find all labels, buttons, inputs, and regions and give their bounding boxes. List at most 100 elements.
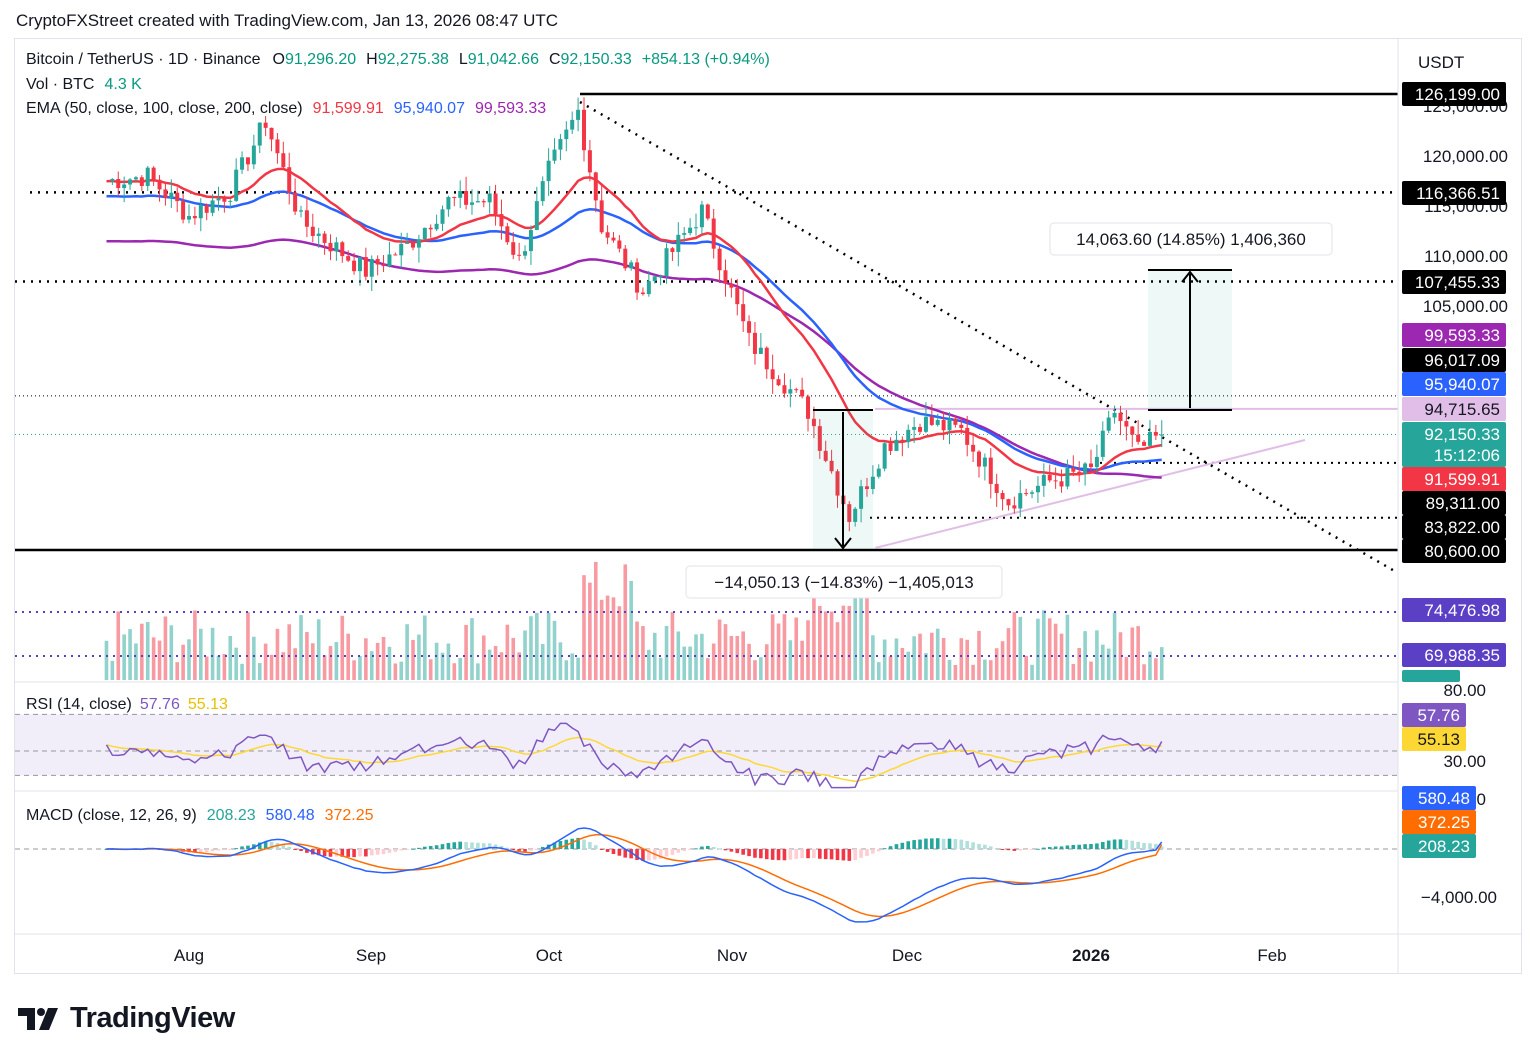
candle-body xyxy=(593,172,598,201)
volume-bar xyxy=(1136,626,1140,680)
candle-body xyxy=(664,248,669,277)
macd-hist-bar xyxy=(617,849,622,856)
macd-hist-bar xyxy=(564,839,569,849)
candle-body xyxy=(847,504,852,522)
candle-body xyxy=(528,230,533,252)
macd-hist-bar xyxy=(552,842,557,849)
macd-hist-bar xyxy=(994,847,999,849)
candle-body xyxy=(399,243,404,256)
candle-body xyxy=(1035,485,1040,493)
rsi-tag-bg xyxy=(1402,703,1466,727)
candle-body xyxy=(882,443,887,469)
measure-up-arrowhead xyxy=(1181,270,1199,283)
volume-bar xyxy=(1089,661,1093,680)
legend-symbol: Bitcoin / TetherUS · 1D · Binance xyxy=(26,51,261,68)
volume-bar xyxy=(759,657,763,680)
candle-body xyxy=(393,254,398,256)
candle-body xyxy=(198,205,203,219)
candle-body xyxy=(741,304,746,322)
volume-bar xyxy=(829,611,834,680)
volume-bar xyxy=(735,636,740,680)
macd-hist-bar xyxy=(735,849,740,854)
candle-body xyxy=(1142,441,1147,446)
candle-body xyxy=(352,260,357,272)
candle-body xyxy=(1065,467,1070,487)
volume-bar xyxy=(588,582,592,680)
macd-hist-bar xyxy=(405,849,409,850)
candle-body xyxy=(375,258,380,265)
price-tick: 105,000.00 xyxy=(1423,297,1508,316)
price-tag: 74,476.98 xyxy=(1424,601,1500,620)
volume-bar xyxy=(770,614,775,680)
volume-bar xyxy=(682,646,687,680)
candle-body xyxy=(876,468,881,477)
macd-tag: 208.23 xyxy=(1418,837,1470,856)
tradingview-logo-icon xyxy=(18,1007,58,1030)
macd-hist-bar xyxy=(411,848,415,850)
candle-body xyxy=(982,457,987,467)
candle-body xyxy=(676,234,681,252)
candle-body xyxy=(711,218,716,249)
volume-bar xyxy=(705,658,710,680)
tradingview-logo[interactable]: TradingView xyxy=(18,1002,235,1035)
volume-bar xyxy=(1106,648,1111,680)
volume-bar xyxy=(806,620,810,680)
rsi-axis-tick: 80.00 xyxy=(1443,681,1486,700)
macd-hist-bar xyxy=(287,846,292,849)
macd-hist-bar xyxy=(900,842,905,849)
volume-bar xyxy=(1024,655,1028,680)
price-tag-bg xyxy=(1402,397,1506,421)
candle-body xyxy=(1059,481,1064,487)
rsi-pane xyxy=(15,681,1398,792)
volume-bar xyxy=(269,654,274,680)
volume-bar xyxy=(729,635,734,680)
macd-hist-bar xyxy=(918,839,922,849)
candle-body xyxy=(422,227,427,240)
volume-bar xyxy=(163,616,168,680)
macd-hist-bar xyxy=(193,849,197,853)
macd-pane xyxy=(15,827,1398,935)
legend-ema100: 95,940.07 xyxy=(393,100,465,117)
candle-body xyxy=(800,389,805,397)
macd-hist-bar xyxy=(894,844,899,849)
macd-signal-line xyxy=(106,834,1163,918)
macd-hist-bar xyxy=(717,848,722,850)
macd-hist-bar xyxy=(387,849,392,853)
price-tag-bg xyxy=(1402,270,1506,294)
macd-hist-bar xyxy=(228,849,233,850)
candle-body xyxy=(776,379,781,386)
rsi-tag-bg xyxy=(1402,727,1466,751)
candle-body xyxy=(281,153,286,168)
volume-bar xyxy=(246,612,250,680)
volume-bar xyxy=(664,626,669,680)
level-lines xyxy=(15,92,1399,657)
price-tag-bg xyxy=(1402,348,1506,372)
volume-bar xyxy=(564,660,569,680)
macd-hist-bar xyxy=(641,849,645,861)
macd-hist-bar xyxy=(281,844,286,849)
price-tag: 83,822.00 xyxy=(1424,518,1500,537)
volume-bar xyxy=(782,614,787,680)
candle-body xyxy=(988,457,993,484)
volume-bar xyxy=(464,624,468,680)
volume-bar xyxy=(346,633,350,680)
volume-bar xyxy=(876,662,881,680)
measure-down-label: −14,050.13 (−14.83%) −1,405,013 xyxy=(685,565,1003,599)
macd-hist-bar xyxy=(882,848,887,850)
ema200-line xyxy=(106,238,1162,479)
candle-body xyxy=(1153,431,1158,436)
volume-bar xyxy=(1095,630,1099,680)
candle-body xyxy=(811,418,816,427)
macd-hist-bar xyxy=(723,849,728,851)
descending-trendline xyxy=(579,100,1399,575)
legend-vol-value: 4.3 K xyxy=(104,76,142,93)
volume-bar xyxy=(293,648,297,680)
macd-hist-bar xyxy=(505,847,510,849)
candle-body xyxy=(122,184,127,189)
macd-hist-bar xyxy=(764,849,769,860)
price-tag: 91,599.91 xyxy=(1424,470,1500,489)
macd-hist-bar xyxy=(853,849,857,861)
candle-body xyxy=(888,443,893,451)
macd-hist-bar xyxy=(818,849,822,859)
